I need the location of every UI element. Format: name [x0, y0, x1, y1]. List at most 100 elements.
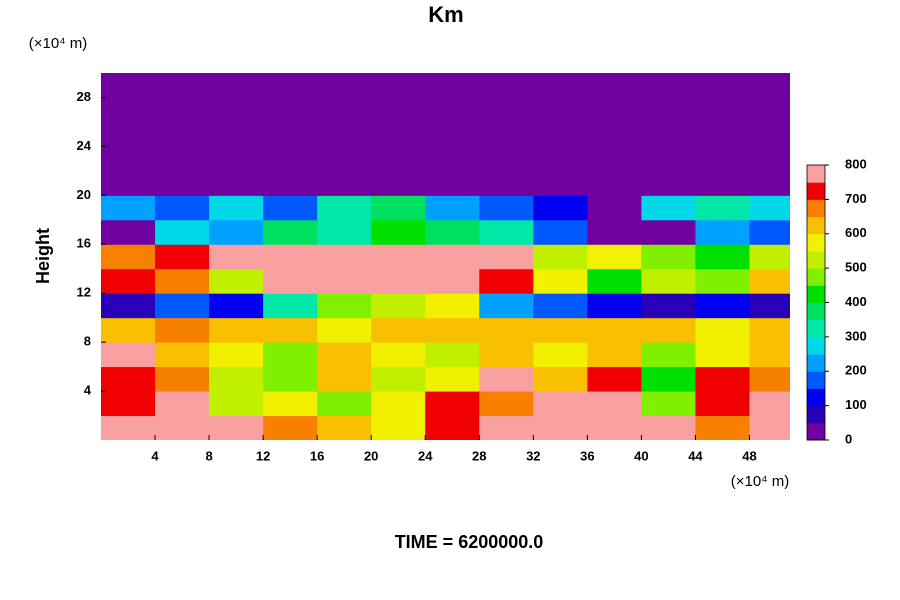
field-cell	[317, 342, 372, 368]
field-cell	[101, 73, 156, 98]
field-cell	[263, 415, 318, 440]
field-cell	[317, 195, 372, 221]
field-cell	[209, 244, 264, 270]
field-cell	[317, 366, 372, 392]
field-cell	[749, 244, 790, 270]
field-cell	[371, 391, 426, 417]
field-cell	[371, 73, 426, 98]
field-cell	[479, 146, 534, 172]
field-cell	[317, 121, 372, 147]
field-cell	[101, 170, 156, 196]
colorbar-swatch	[807, 354, 825, 372]
field-cell	[641, 415, 696, 440]
colorbar-tick-label: 400	[845, 294, 867, 309]
colorbar-swatch	[807, 165, 825, 183]
field-cell	[101, 97, 156, 123]
x-tick-label: 48	[742, 448, 756, 463]
field-cell	[749, 195, 790, 221]
field-cell	[641, 219, 696, 245]
field-cell	[695, 293, 750, 319]
field-cell	[479, 391, 534, 417]
field-cell	[641, 73, 696, 98]
x-tick-label: 24	[418, 448, 433, 463]
field-cell	[155, 342, 210, 368]
field-cell	[101, 244, 156, 270]
field-cell	[425, 366, 480, 392]
field-cell	[263, 121, 318, 147]
field-cell	[587, 219, 642, 245]
field-cell	[587, 391, 642, 417]
colorbar-swatch	[807, 405, 825, 424]
field-cell	[155, 293, 210, 319]
y-tick-label: 20	[77, 187, 91, 202]
colorbar-swatch	[807, 233, 825, 252]
field-cell	[425, 195, 480, 221]
x-tick-label: 28	[472, 448, 486, 463]
field-cell	[155, 219, 210, 245]
field-cell	[587, 415, 642, 440]
field-cell	[425, 97, 480, 123]
x-tick-label: 32	[526, 448, 540, 463]
field-cell	[641, 244, 696, 270]
field-cell	[317, 415, 372, 440]
field-cell	[317, 317, 372, 343]
field-cell	[263, 391, 318, 417]
field-cell	[371, 244, 426, 270]
field-cell	[533, 219, 588, 245]
field-cell	[641, 293, 696, 319]
field-cell	[209, 342, 264, 368]
x-tick-label: 16	[310, 448, 324, 463]
field-cell	[263, 268, 318, 294]
field-cell	[101, 415, 156, 440]
field-cell	[317, 268, 372, 294]
field-cell	[479, 366, 534, 392]
field-cell	[695, 73, 750, 98]
field-cell	[425, 293, 480, 319]
field-cell	[263, 244, 318, 270]
field-cell	[101, 146, 156, 172]
field-cell	[641, 146, 696, 172]
field-cell	[587, 97, 642, 123]
field-cell	[209, 268, 264, 294]
colorbar-swatch	[807, 422, 825, 441]
field-cell	[263, 293, 318, 319]
field-cell	[101, 317, 156, 343]
colorbar-tick-label: 300	[845, 328, 867, 343]
field-cell	[425, 317, 480, 343]
field-cell	[695, 195, 750, 221]
field-cell	[263, 195, 318, 221]
colorbar-swatch	[807, 319, 825, 338]
field-cell	[479, 415, 534, 440]
colorbar-tick-label: 800	[845, 156, 867, 171]
field-cell	[263, 170, 318, 196]
field-cell	[155, 244, 210, 270]
field-cell	[155, 97, 210, 123]
field-cell	[587, 293, 642, 319]
field-cell	[317, 73, 372, 98]
field-cell	[695, 391, 750, 417]
field-cell	[749, 268, 790, 294]
y-tick-label: 16	[77, 236, 91, 251]
colorbar-tick-label: 700	[845, 191, 867, 206]
field-cell	[371, 342, 426, 368]
field-cell	[749, 317, 790, 343]
field-cell	[533, 415, 588, 440]
y-tick-label: 12	[77, 285, 91, 300]
field-cell	[371, 146, 426, 172]
field-cell	[749, 170, 790, 196]
field-cell	[425, 121, 480, 147]
y-tick-label: 24	[77, 138, 92, 153]
field-cell	[209, 97, 264, 123]
field-cell	[209, 195, 264, 221]
field-cell	[641, 195, 696, 221]
y-tick-label: 4	[84, 383, 92, 398]
field-cell	[209, 146, 264, 172]
field-cell	[641, 121, 696, 147]
field-cell	[317, 391, 372, 417]
field-cell	[155, 268, 210, 294]
field-cell	[371, 293, 426, 319]
field-cell	[425, 73, 480, 98]
field-cell	[479, 73, 534, 98]
field-cell	[479, 293, 534, 319]
